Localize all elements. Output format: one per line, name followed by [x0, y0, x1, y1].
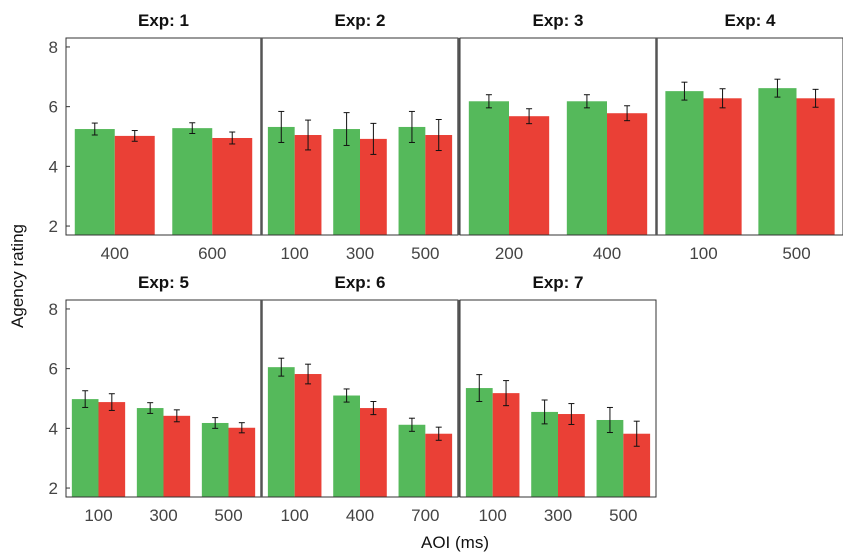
bar	[398, 424, 426, 497]
y-tick-label: 2	[49, 479, 58, 498]
bar	[425, 433, 453, 497]
bar	[468, 101, 509, 236]
y-tick-label: 2	[49, 217, 58, 236]
panel-4: Exp: 4 100 500	[656, 11, 843, 263]
x-tick-label: 500	[214, 506, 242, 525]
bar	[201, 422, 229, 497]
bar	[294, 374, 322, 497]
bar	[465, 388, 493, 497]
bar	[758, 88, 797, 236]
bar	[163, 415, 191, 497]
bar	[267, 367, 295, 497]
bar	[360, 408, 387, 497]
bar	[531, 411, 558, 497]
x-tick-label: 100	[689, 244, 717, 263]
panel-3: Exp: 3 200 400	[459, 11, 657, 263]
bar	[333, 395, 360, 497]
bar	[665, 91, 704, 235]
panel-title: Exp: 2	[334, 11, 385, 30]
x-tick-label: 700	[411, 506, 439, 525]
bar	[212, 137, 253, 235]
x-tick-label: 100	[280, 506, 308, 525]
bar	[136, 408, 164, 497]
bar	[333, 129, 360, 235]
x-axis-label: AOI (ms)	[421, 533, 489, 552]
panel-6: Exp: 6 100 400 700	[261, 273, 459, 525]
x-tick-label: 200	[495, 244, 523, 263]
x-tick-label: 300	[544, 506, 572, 525]
bar	[74, 129, 115, 235]
y-tick-label: 4	[49, 157, 58, 176]
bar	[98, 402, 126, 497]
bar	[398, 126, 426, 235]
bar	[566, 101, 607, 236]
x-tick-label: 100	[84, 506, 112, 525]
x-tick-label: 100	[280, 244, 308, 263]
x-tick-label: 400	[101, 244, 129, 263]
y-tick-label: 4	[49, 419, 58, 438]
bar	[607, 113, 648, 235]
x-tick-label: 400	[346, 506, 374, 525]
y-tick-label: 8	[49, 300, 58, 319]
bar	[228, 427, 256, 497]
x-tick-label: 300	[149, 506, 177, 525]
x-tick-label: 500	[411, 244, 439, 263]
bar	[114, 135, 155, 235]
panel-7: Exp: 7 100 300 500	[459, 273, 657, 525]
panel-2: Exp: 2 100 300 500	[261, 11, 459, 263]
panel-title: Exp: 1	[138, 11, 189, 30]
bar	[558, 414, 585, 497]
bar	[492, 393, 520, 497]
panel-5: Exp: 5 100 300 500 2 4 6 8	[49, 273, 262, 525]
y-tick-label: 8	[49, 38, 58, 57]
x-tick-label: 500	[609, 506, 637, 525]
y-tick-label: 6	[49, 98, 58, 117]
bar	[509, 116, 550, 235]
x-tick-label: 600	[198, 244, 226, 263]
panel-title: Exp: 3	[532, 11, 583, 30]
x-tick-label: 100	[478, 506, 506, 525]
bar	[294, 135, 322, 235]
panel-frame	[459, 299, 657, 498]
y-tick-label: 6	[49, 360, 58, 379]
panel-title: Exp: 5	[138, 273, 189, 292]
bar	[703, 98, 742, 235]
x-tick-label: 400	[593, 244, 621, 263]
panels-layer: Exp: 1 400 600 2 4 6 8 Exp: 2 100 300 500 Exp: 3 200…	[49, 11, 843, 525]
bar	[71, 399, 99, 497]
bar	[425, 135, 453, 235]
panel-1: Exp: 1 400 600 2 4 6 8	[49, 11, 262, 263]
bar	[796, 98, 835, 235]
panel-title: Exp: 4	[724, 11, 776, 30]
x-tick-label: 500	[782, 244, 810, 263]
panel-title: Exp: 7	[532, 273, 583, 292]
panel-title: Exp: 6	[334, 273, 385, 292]
bar	[267, 126, 295, 235]
bar	[172, 128, 213, 235]
y-axis-label: Agency rating	[8, 224, 27, 328]
x-tick-label: 300	[346, 244, 374, 263]
